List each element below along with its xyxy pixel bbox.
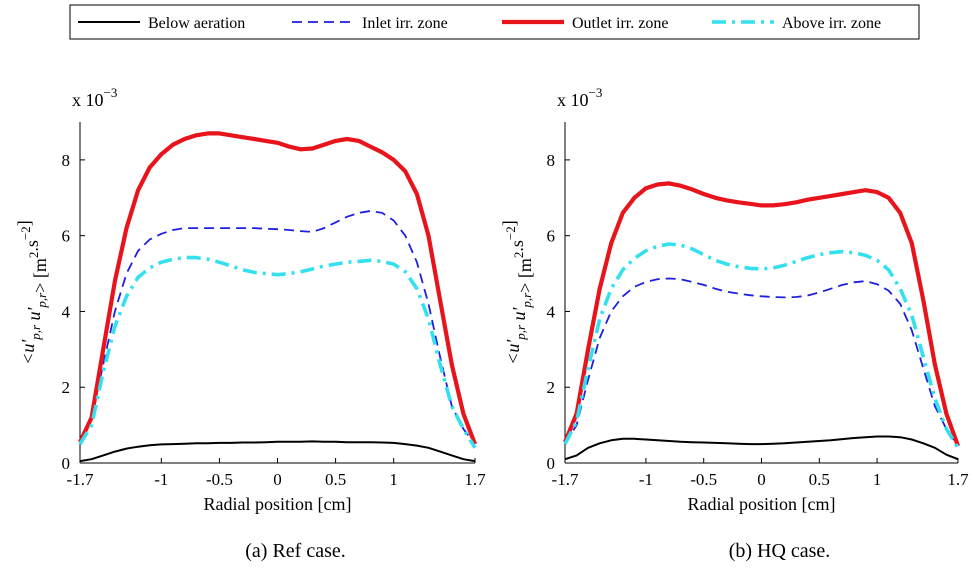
y-tick-label: 8 xyxy=(547,151,556,170)
legend-label-outlet-irr-zone: Outlet irr. zone xyxy=(572,15,668,32)
x-tick-label: -1 xyxy=(154,470,168,489)
y-axis-label-part: p,r xyxy=(34,292,49,309)
x-tick-label: 0 xyxy=(273,470,282,489)
y-axis-label: <u'p,r u'p,r> [m2.s−2] xyxy=(14,220,50,365)
y-multiplier-exponent: −3 xyxy=(589,85,603,100)
y-axis-label-part: p,r xyxy=(519,292,534,309)
y-tick-label: 0 xyxy=(62,454,71,473)
series-line-above-irr-zone xyxy=(563,242,960,449)
x-tick-label: 1 xyxy=(389,470,398,489)
series-line-below-aeration xyxy=(79,440,476,463)
y-tick-label: 4 xyxy=(62,302,71,321)
series-line-above-irr-zone xyxy=(78,255,477,449)
y-axis-label-part: p,r xyxy=(513,324,528,341)
y-axis-label-part: 2 xyxy=(26,252,41,259)
x-tick-label: 1.7 xyxy=(947,470,969,489)
y-axis-label-part: > [m xyxy=(515,258,535,293)
y-tick-label: 2 xyxy=(62,378,71,397)
x-tick-label: -1.7 xyxy=(552,470,579,489)
y-axis-label: <u'p,r u'p,r> [m2.s−2] xyxy=(499,220,535,365)
y-multiplier-label: x 10−3 xyxy=(557,85,602,110)
x-tick-label: 0.5 xyxy=(325,470,346,489)
y-axis-label-part: ] xyxy=(499,220,519,226)
figure-caption: (b) HQ case. xyxy=(729,540,831,562)
x-tick-label: 0 xyxy=(757,470,766,489)
y-tick-label: 2 xyxy=(547,378,556,397)
x-tick-label: 1 xyxy=(873,470,882,489)
x-tick-label: -1.7 xyxy=(67,470,94,489)
series-line-inlet-irr-zone xyxy=(79,210,476,445)
x-axis-label: Radial position [cm] xyxy=(204,494,352,514)
y-multiplier-base: x 10 xyxy=(557,90,589,110)
figure-caption: (a) Ref case. xyxy=(245,540,346,562)
x-tick-label: 0.5 xyxy=(809,470,830,489)
x-tick-label: -1 xyxy=(639,470,653,489)
series-line-outlet-irr-zone xyxy=(563,181,960,447)
legend-label-below-aeration: Below aeration xyxy=(148,15,245,32)
y-tick-label: 6 xyxy=(547,227,556,246)
y-tick-label: 0 xyxy=(547,454,556,473)
y-axis-label-part: .s xyxy=(507,240,527,252)
y-axis-label-part: u' xyxy=(509,306,529,325)
series-line-below-aeration xyxy=(564,435,959,461)
x-tick-label: 1.7 xyxy=(464,470,486,489)
x-tick-label: -0.5 xyxy=(690,470,717,489)
y-tick-label: 8 xyxy=(62,151,71,170)
y-multiplier-label: x 10−3 xyxy=(72,85,117,110)
legend-box xyxy=(69,4,920,40)
legend-label-above-irr-zone: Above irr. zone xyxy=(782,15,881,32)
x-tick-label: -0.5 xyxy=(206,470,233,489)
legend-label-inlet-irr-zone: Inlet irr. zone xyxy=(362,15,448,32)
y-axis-label-part: −2 xyxy=(503,226,518,240)
y-axis-label-part: p,r xyxy=(28,324,43,341)
y-axis-label-part: 2 xyxy=(511,252,526,259)
y-tick-label: 4 xyxy=(547,302,556,321)
y-axis-label-part: −2 xyxy=(18,226,33,240)
series-line-inlet-irr-zone xyxy=(564,277,959,447)
y-axis-label-part: ] xyxy=(14,220,34,226)
y-axis-label-part: .s xyxy=(22,240,42,252)
x-axis-label: Radial position [cm] xyxy=(688,494,836,514)
y-tick-label: 6 xyxy=(62,227,71,246)
y-multiplier-exponent: −3 xyxy=(104,85,118,100)
legend: Below aeration Inlet irr. zone Outlet irr.… xyxy=(69,4,920,40)
y-axis-label-part: u' xyxy=(24,306,44,325)
y-axis-label-part: > [m xyxy=(30,258,50,293)
y-multiplier-base: x 10 xyxy=(72,90,104,110)
chart-ref-case: 0 2 4 6 8 -1.7 -1 -0.5 0 0.5 1 1.7 x 10−3 Radial posi… xyxy=(14,85,486,562)
y-axis-label-part: <u' xyxy=(18,339,38,365)
series-line-outlet-irr-zone xyxy=(78,131,477,445)
chart-hq-case: 0 2 4 6 8 -1.7 -1 -0.5 0 0.5 1 1.7 x 10−3 Radial posi… xyxy=(499,85,969,562)
y-axis-label-part: <u' xyxy=(503,339,523,365)
